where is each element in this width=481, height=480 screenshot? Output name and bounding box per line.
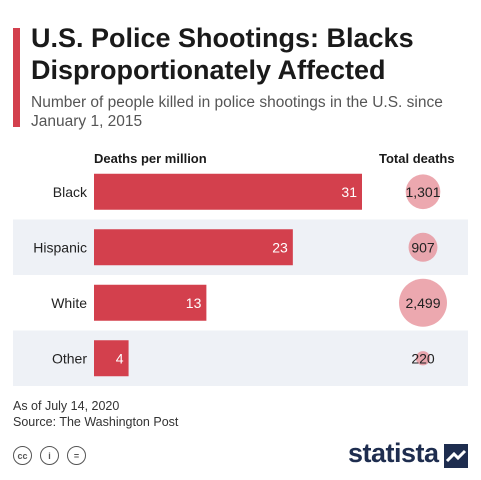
statista-logo-icon: [444, 444, 468, 468]
bar-value-label: 13: [186, 295, 202, 311]
date-note: As of July 14, 2020: [13, 399, 119, 413]
bar-value-label: 4: [116, 350, 124, 366]
category-label: Black: [53, 184, 88, 200]
bar-black: [94, 174, 362, 210]
bar-value-label: 31: [341, 184, 357, 200]
category-label: White: [51, 295, 87, 311]
attribution-icon[interactable]: i: [40, 446, 59, 465]
bar-hispanic: [94, 229, 293, 265]
total-deaths-label: 2,499: [405, 295, 440, 311]
category-label: Other: [52, 350, 87, 366]
no-derivatives-icon[interactable]: =: [67, 446, 86, 465]
statista-logo[interactable]: statista: [348, 438, 439, 469]
total-deaths-label: 1,301: [405, 184, 440, 200]
cc-icon[interactable]: cc: [13, 446, 32, 465]
total-deaths-label: 220: [411, 350, 435, 366]
category-label: Hispanic: [33, 239, 87, 255]
source-note: Source: The Washington Post: [13, 415, 178, 429]
bar-value-label: 23: [272, 239, 288, 255]
total-deaths-label: 907: [411, 239, 435, 255]
